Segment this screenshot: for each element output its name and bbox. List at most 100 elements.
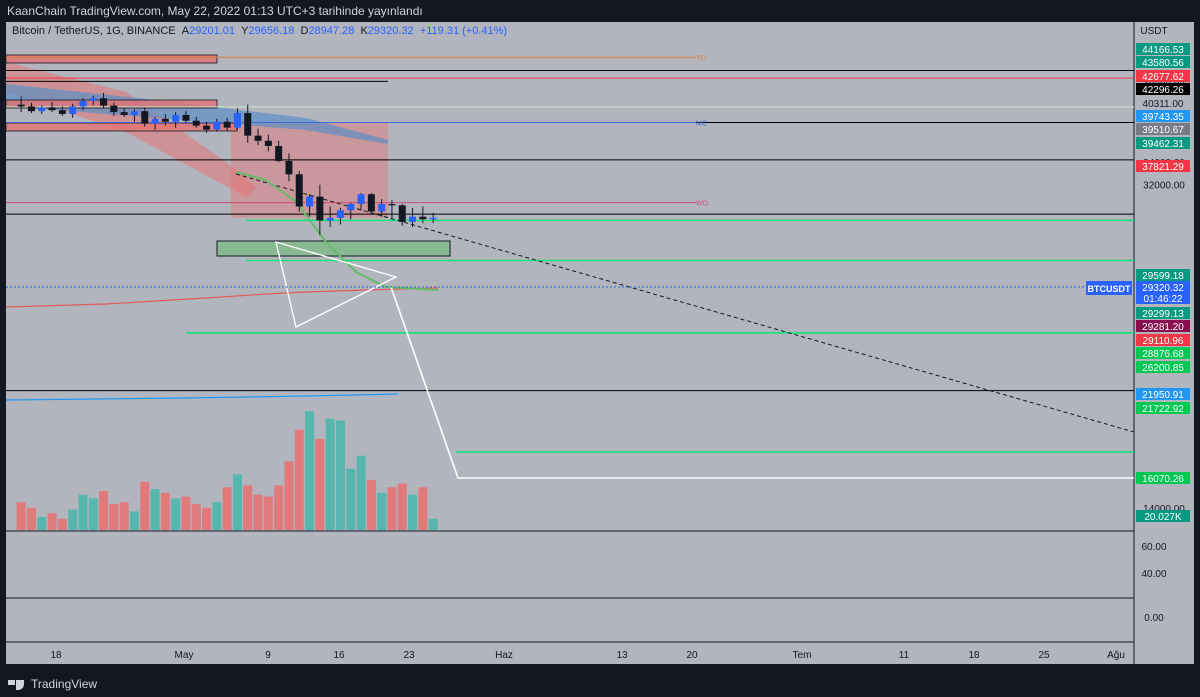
candle-body[interactable] [336,210,344,218]
price-tag-label: 29599.18 [1142,271,1184,282]
candle-body[interactable] [69,106,77,115]
price-tick-label: 14000.00 [1143,504,1185,515]
price-tag-bg [1136,402,1190,414]
candle-body[interactable] [347,204,355,211]
ma-blue-line [6,393,399,401]
x-tick-label: Ağu [1107,650,1125,661]
volume-bar [418,487,428,530]
candle-body[interactable] [120,112,128,115]
volume-bar [315,439,325,530]
candle-body[interactable] [38,107,46,112]
candle-body[interactable] [244,113,252,136]
price-tag-label: 16070.26 [1142,474,1184,485]
volume-bar [274,485,284,530]
projection-line[interactable] [390,286,1134,479]
volume-bar [171,498,181,530]
candle-body[interactable] [172,114,180,122]
candle-body[interactable] [316,196,324,221]
low-label: D [300,25,309,37]
candle-body[interactable] [130,111,138,115]
candle-body[interactable] [419,216,427,220]
candle-body[interactable] [192,120,200,126]
candle-body[interactable] [357,194,365,205]
volume-bar [119,502,129,530]
candle-body[interactable] [295,174,303,207]
dashed-trendline[interactable] [235,173,1135,433]
candle-body[interactable] [275,145,283,161]
candle-body[interactable] [223,121,231,128]
candle-body[interactable] [233,113,241,128]
price-tag-label: 37821.29 [1142,162,1184,173]
candle-body[interactable] [79,100,87,107]
candle-body[interactable] [27,106,35,112]
candle-body[interactable] [110,105,118,113]
price-tag-bg [1136,510,1190,522]
price-tag-bg [1136,123,1190,135]
volume-bar [16,502,26,530]
triangle-pattern[interactable] [275,241,398,328]
candle-body[interactable] [378,204,386,212]
candle-body[interactable] [182,114,190,121]
high-value: 29656.18 [248,25,295,37]
tradingview-logo[interactable]: TradingView [8,672,97,697]
x-tick-label: 20 [686,650,698,661]
candle-body[interactable] [429,217,437,220]
price-tag-label: 39743.35 [1142,112,1184,123]
price-tag-label: 29110.96 [1143,336,1184,347]
candle-body[interactable] [58,110,66,115]
x-tick-label: 13 [616,650,628,661]
volume-bar [212,502,222,530]
red-box-1[interactable] [6,54,218,64]
volume-bar [109,504,119,530]
candle-body[interactable] [161,118,169,122]
volume-bar [140,481,150,530]
candle-body[interactable] [151,118,159,124]
red-box-3[interactable] [6,122,238,132]
volume-bar [26,507,36,530]
change-value: +119.31 (+0.41%) [419,25,508,37]
volume-bar [78,494,88,530]
candle-body[interactable] [203,125,211,130]
x-tick-label: 18 [968,650,980,661]
candle-body[interactable] [254,135,262,141]
candle-body[interactable] [213,121,221,130]
chart-panel[interactable]: YOMOWO18May91623Haz1320Tem111825Ağu42000… [6,22,1194,664]
tradingview-icon [8,678,26,692]
candle-body[interactable] [17,104,25,107]
price-tag-label: 29299.13 [1142,309,1184,320]
candle-body[interactable] [100,98,108,106]
volume-bar [181,496,191,530]
volume-bar [408,494,418,530]
price-tag-bg [1136,56,1190,68]
price-tag-bg [1136,97,1190,109]
price-tag-label: 39510.67 [1142,125,1184,136]
volume-bar [222,487,232,530]
x-tick-label: 18 [50,650,62,661]
price-tag-bg [1136,388,1190,400]
x-tick-label: 11 [899,650,910,661]
candle-body[interactable] [141,111,149,124]
price-chart[interactable]: YOMOWO18May91623Haz1320Tem111825Ağu42000… [6,22,1194,664]
candle-body[interactable] [264,140,272,146]
candle-body[interactable] [89,98,97,101]
open-value: 29201.01 [189,25,235,37]
price-tag-label: 26200.85 [1142,363,1184,374]
candle-body[interactable] [48,107,56,111]
currency-label: USDT [1140,26,1167,37]
price-tag-bg [1136,160,1190,172]
publish-caption-bar: KaanChain TradingView.com, May 22, 2022 … [0,0,1200,22]
candle-body[interactable] [367,194,375,212]
volume-bar [253,494,263,530]
candle-body[interactable] [326,217,334,221]
price-tag-label: 28876.68 [1142,349,1184,360]
candle-body[interactable] [409,216,417,222]
candle-body[interactable] [306,196,314,207]
x-tick-label: 16 [333,650,345,661]
footer-bar: TradingView [0,668,1200,693]
price-tag-label: 43580.56 [1142,58,1184,69]
price-tag-bg [1136,320,1190,332]
candle-body[interactable] [388,204,396,206]
candle-body[interactable] [285,160,293,175]
main-pane-bg [6,22,1134,530]
candle-body[interactable] [398,205,406,222]
